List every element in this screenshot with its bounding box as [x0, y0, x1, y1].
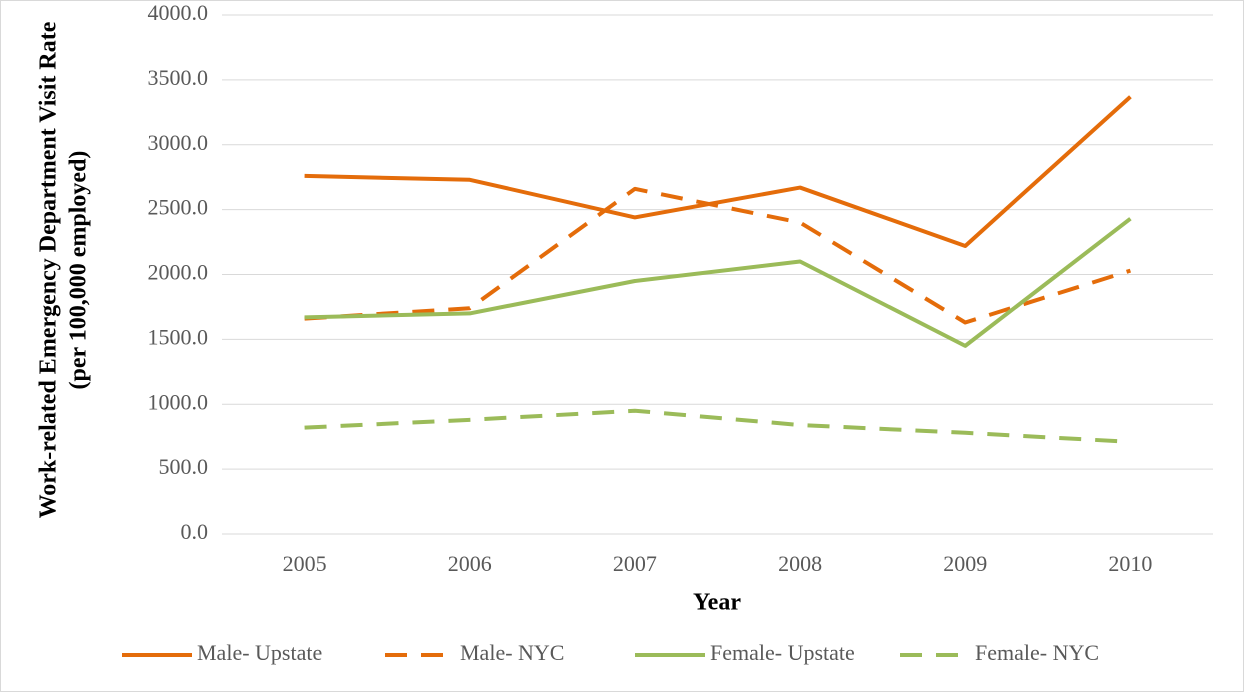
x-tick-label: 2007 [613, 551, 657, 576]
y-tick-label: 2500.0 [148, 195, 209, 220]
y-tick-label: 500.0 [159, 454, 209, 479]
y-tick-label: 2000.0 [148, 260, 209, 285]
x-tick-label: 2009 [943, 551, 987, 576]
y-axis-label: (per 100,000 employed) [66, 151, 92, 390]
x-tick-label: 2006 [448, 551, 492, 576]
x-tick-label: 2005 [283, 551, 327, 576]
y-tick-label: 1500.0 [148, 324, 209, 349]
y-axis-label: Work-related Emergency Department Visit … [36, 21, 62, 518]
series-line [304, 217, 1132, 348]
series-line [304, 408, 1131, 444]
y-tick-label: 1000.0 [148, 389, 209, 414]
y-tick-label: 3500.0 [148, 65, 209, 90]
y-tick-label: 0.0 [181, 519, 209, 544]
series-line [304, 95, 1132, 248]
y-tick-label: 4000.0 [148, 0, 209, 25]
x-axis-label: Year [693, 590, 741, 616]
x-tick-label: 2008 [778, 551, 822, 576]
x-tick-label: 2010 [1108, 551, 1152, 576]
legend-label: Female- Upstate [710, 640, 855, 665]
y-tick-label: 3000.0 [148, 130, 209, 155]
legend-label: Female- NYC [975, 640, 1099, 665]
legend-label: Male- NYC [460, 640, 564, 665]
series-line [304, 186, 1132, 325]
legend-label: Male- Upstate [197, 640, 322, 665]
